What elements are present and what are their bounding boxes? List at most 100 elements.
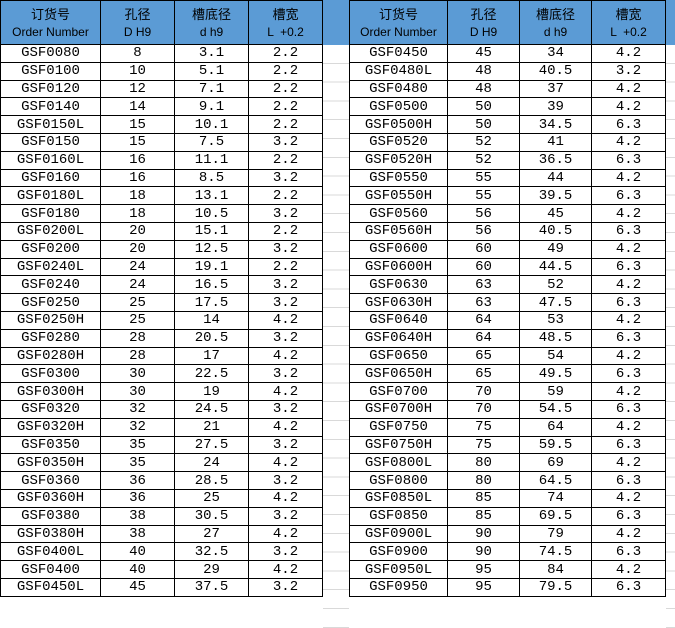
groove-width-cell: 2.2 xyxy=(248,221,323,241)
bore-diameter-cell: 16 xyxy=(100,168,175,188)
groove-width-cell: 4.2 xyxy=(248,417,323,437)
bore-diameter-cell: 32 xyxy=(100,417,175,437)
order-number-cell: GSF0360H xyxy=(0,488,101,508)
groove-width-cell: 4.2 xyxy=(591,239,666,259)
table-row: GSF0800L 80 69 4.2 xyxy=(349,453,666,473)
header-label-en: D H9 xyxy=(123,24,152,39)
gap-column-gridlines xyxy=(323,45,349,628)
groove-bottom-diameter-cell: 16.5 xyxy=(174,275,249,295)
groove-bottom-diameter-cell: 64.5 xyxy=(519,471,592,490)
bore-diameter-cell: 63 xyxy=(447,293,520,312)
table-header-right: 订货号 Order Number 孔径 D H9 槽底径 d h9 槽宽 L +… xyxy=(349,0,666,45)
groove-width-cell: 2.2 xyxy=(248,61,323,81)
groove-bottom-diameter-cell: 7.1 xyxy=(174,79,249,99)
groove-width-cell: 4.2 xyxy=(591,488,666,508)
groove-bottom-diameter-cell: 10.5 xyxy=(174,204,249,223)
groove-width-cell: 4.2 xyxy=(591,453,666,473)
groove-width-cell: 3.2 xyxy=(248,399,323,419)
table-row: GSF0300 30 22.5 3.2 xyxy=(0,364,323,384)
groove-width-cell: 6.3 xyxy=(591,150,666,170)
groove-width-cell: 6.3 xyxy=(591,542,666,562)
order-number-cell: GSF0240L xyxy=(0,257,101,277)
column-header-order-number: 订货号 Order Number xyxy=(349,0,448,45)
table-row: GSF0200L 20 15.1 2.2 xyxy=(0,221,323,241)
header-label-zh: 槽底径 xyxy=(191,6,231,22)
header-label-en: D H9 xyxy=(469,24,498,39)
order-number-cell: GSF0550H xyxy=(349,186,448,206)
table-row: GSF0140 14 9.1 2.2 xyxy=(0,97,323,117)
order-number-cell: GSF0500 xyxy=(349,97,448,117)
header-label-zh: 槽宽 xyxy=(615,6,642,22)
order-number-cell: GSF0250H xyxy=(0,310,101,330)
table-row: GSF0150 15 7.5 3.2 xyxy=(0,132,323,152)
bore-diameter-cell: 75 xyxy=(447,417,520,437)
groove-bottom-diameter-cell: 52 xyxy=(519,275,592,295)
column-header-groove-bottom-diameter: 槽底径 d h9 xyxy=(174,0,249,45)
groove-width-cell: 3.2 xyxy=(248,275,323,295)
bore-diameter-cell: 20 xyxy=(100,221,175,241)
groove-width-cell: 4.2 xyxy=(248,310,323,330)
order-number-cell: GSF0480L xyxy=(349,61,448,81)
order-number-cell: GSF0180 xyxy=(0,204,101,223)
bore-diameter-cell: 55 xyxy=(447,186,520,206)
table-row: GSF0280 28 20.5 3.2 xyxy=(0,328,323,348)
groove-width-cell: 6.3 xyxy=(591,399,666,419)
bore-diameter-cell: 45 xyxy=(447,44,520,63)
order-number-cell: GSF0850L xyxy=(349,488,448,508)
groove-bottom-diameter-cell: 69.5 xyxy=(519,506,592,526)
order-number-cell: GSF0300 xyxy=(0,364,101,384)
order-number-cell: GSF0750 xyxy=(349,417,448,437)
groove-bottom-diameter-cell: 12.5 xyxy=(174,239,249,259)
bore-diameter-cell: 48 xyxy=(447,61,520,81)
bore-diameter-cell: 28 xyxy=(100,346,175,366)
header-label-en: Order Number xyxy=(360,24,437,39)
groove-width-cell: 4.2 xyxy=(248,488,323,508)
groove-bottom-diameter-cell: 39.5 xyxy=(519,186,592,206)
groove-bottom-diameter-cell: 22.5 xyxy=(174,364,249,384)
groove-bottom-diameter-cell: 20.5 xyxy=(174,328,249,348)
order-number-cell: GSF0280 xyxy=(0,328,101,348)
groove-bottom-diameter-cell: 79 xyxy=(519,524,592,544)
groove-width-cell: 4.2 xyxy=(591,346,666,366)
header-row: 订货号 Order Number 孔径 D H9 槽底径 d h9 槽宽 L +… xyxy=(0,0,323,45)
table-row: GSF0120 12 7.1 2.2 xyxy=(0,79,323,99)
groove-bottom-diameter-cell: 59.5 xyxy=(519,435,592,455)
bore-diameter-cell: 18 xyxy=(100,204,175,223)
groove-width-cell: 3.2 xyxy=(248,293,323,312)
groove-bottom-diameter-cell: 59 xyxy=(519,382,592,401)
order-number-cell: GSF0850 xyxy=(349,506,448,526)
groove-width-cell: 2.2 xyxy=(248,79,323,99)
table-row: GSF0600 60 49 4.2 xyxy=(349,239,666,259)
order-number-cell: GSF0650H xyxy=(349,364,448,384)
table-row: GSF0650H 65 49.5 6.3 xyxy=(349,364,666,384)
groove-bottom-diameter-cell: 32.5 xyxy=(174,542,249,562)
groove-bottom-diameter-cell: 5.1 xyxy=(174,61,249,81)
table-row: GSF0380H 38 27 4.2 xyxy=(0,524,323,544)
bore-diameter-cell: 50 xyxy=(447,97,520,117)
bore-diameter-cell: 24 xyxy=(100,257,175,277)
order-number-cell: GSF0250 xyxy=(0,293,101,312)
order-number-cell: GSF0320 xyxy=(0,399,101,419)
header-label-en: L +0.2 xyxy=(267,24,304,39)
table-row: GSF0640 64 53 4.2 xyxy=(349,310,666,330)
column-header-bore-diameter: 孔径 D H9 xyxy=(447,0,520,45)
table-row: GSF0240L 24 19.1 2.2 xyxy=(0,257,323,277)
bore-diameter-cell: 75 xyxy=(447,435,520,455)
table-row: GSF0160 16 8.5 3.2 xyxy=(0,168,323,188)
groove-width-cell: 4.2 xyxy=(248,382,323,401)
header-label-zh: 孔径 xyxy=(470,6,497,22)
groove-width-cell: 6.3 xyxy=(591,364,666,384)
order-number-cell: GSF0700H xyxy=(349,399,448,419)
groove-width-cell: 6.3 xyxy=(591,186,666,206)
table-row: GSF0560 56 45 4.2 xyxy=(349,204,666,223)
order-number-cell: GSF0120 xyxy=(0,79,101,99)
groove-bottom-diameter-cell: 39 xyxy=(519,97,592,117)
order-number-cell: GSF0520H xyxy=(349,150,448,170)
order-number-cell: GSF0900L xyxy=(349,524,448,544)
groove-width-cell: 6.3 xyxy=(591,435,666,455)
table-row: GSF0500H 50 34.5 6.3 xyxy=(349,115,666,134)
table-row: GSF0250 25 17.5 3.2 xyxy=(0,293,323,312)
groove-width-cell: 4.2 xyxy=(591,79,666,99)
bore-diameter-cell: 25 xyxy=(100,293,175,312)
groove-width-cell: 3.2 xyxy=(248,364,323,384)
